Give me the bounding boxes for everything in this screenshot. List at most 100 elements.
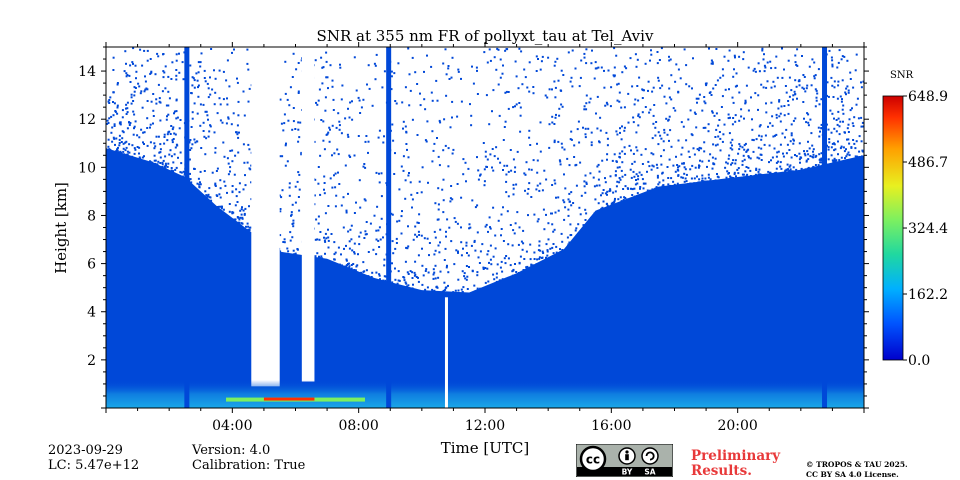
noise-pixel (722, 133, 725, 136)
noise-pixel (345, 259, 348, 262)
noise-pixel (541, 189, 544, 192)
noise-pixel (770, 86, 773, 89)
noise-pixel (831, 159, 834, 162)
noise-pixel (146, 144, 149, 147)
noise-pixel (202, 130, 205, 132)
noise-pixel (353, 154, 356, 157)
noise-pixel (597, 163, 600, 166)
noise-pixel (353, 242, 356, 245)
noise-pixel (366, 83, 368, 86)
noise-pixel (675, 155, 677, 158)
noise-pixel (753, 174, 756, 177)
noise-pixel (182, 170, 185, 173)
noise-pixel (818, 103, 821, 106)
noise-pixel (584, 133, 587, 136)
noise-pixel (447, 147, 450, 150)
noise-pixel (606, 144, 609, 147)
noise-pixel (164, 162, 167, 165)
noise-pixel (484, 155, 487, 158)
noise-pixel (585, 62, 588, 65)
noise-pixel (416, 192, 419, 194)
noise-pixel (525, 268, 528, 270)
noise-pixel (787, 168, 789, 171)
noise-pixel (701, 109, 704, 112)
x-tick-label: 16:00 (591, 418, 631, 434)
noise-pixel (110, 131, 113, 134)
noise-pixel (563, 173, 565, 176)
noise-pixel (442, 62, 445, 65)
noise-pixel (174, 146, 177, 149)
cc-by-sa-license-badge[interactable]: cc BY SA (576, 444, 673, 477)
noise-pixel (336, 148, 339, 151)
noise-pixel (176, 144, 179, 147)
noise-pixel (669, 129, 672, 132)
noise-pixel (757, 173, 760, 176)
copyright-line-1: © TROPOS & TAU 2025. (806, 460, 908, 469)
noise-pixel (860, 116, 863, 119)
noise-pixel (600, 208, 603, 211)
noise-pixel (246, 222, 249, 225)
noise-pixel (604, 192, 607, 195)
noise-pixel (829, 109, 832, 112)
noise-pixel (486, 61, 489, 64)
noise-pixel (725, 176, 728, 179)
noise-pixel (502, 64, 504, 67)
noise-pixel (447, 65, 450, 67)
noise-pixel (226, 157, 229, 160)
noise-pixel (153, 159, 156, 162)
noise-pixel (282, 129, 285, 132)
noise-pixel (657, 183, 660, 186)
noise-pixel (426, 54, 428, 57)
noise-pixel (813, 77, 816, 80)
noise-pixel (737, 152, 740, 155)
noise-pixel (660, 186, 663, 189)
noise-pixel (137, 82, 140, 85)
noise-pixel (198, 183, 201, 186)
noise-pixel (507, 243, 510, 246)
noise-pixel (474, 249, 477, 252)
noise-pixel (837, 110, 840, 113)
footer-lc-text: LC: 5.47e+12 (48, 458, 140, 473)
noise-pixel (163, 142, 166, 145)
colorbar-tick-label: 0.0 (908, 353, 930, 369)
noise-pixel (795, 85, 798, 88)
noise-pixel (159, 148, 162, 151)
noise-pixel (322, 66, 325, 69)
noise-pixel (751, 128, 754, 131)
noise-pixel (512, 187, 515, 190)
colorbar-tick-label: 324.4 (908, 221, 948, 237)
noise-pixel (847, 138, 850, 141)
badge-by-text: BY (622, 468, 633, 477)
noise-pixel (631, 188, 634, 191)
noise-pixel (120, 152, 123, 154)
noise-pixel (515, 183, 518, 186)
noise-pixel (468, 266, 470, 268)
noise-pixel (352, 263, 355, 265)
noise-pixel (248, 229, 251, 231)
noise-pixel (637, 114, 640, 117)
noise-pixel (450, 76, 453, 79)
noise-pixel (719, 149, 722, 152)
noise-pixel (437, 218, 440, 221)
noise-pixel (125, 62, 127, 65)
noise-pixel (635, 173, 638, 176)
noise-pixel (476, 271, 479, 274)
noise-pixel (570, 191, 573, 194)
noise-pixel (830, 146, 833, 149)
noise-pixel (684, 177, 687, 180)
noise-pixel (567, 208, 570, 211)
noise-pixel (345, 265, 347, 268)
noise-pixel (209, 125, 212, 128)
noise-pixel (558, 159, 561, 162)
noise-pixel (118, 134, 121, 137)
noise-pixel (561, 146, 564, 149)
noise-pixel (199, 183, 202, 186)
noise-pixel (222, 98, 225, 101)
noise-pixel (500, 234, 502, 237)
noise-pixel (623, 129, 626, 132)
noise-pixel (699, 159, 701, 162)
noise-pixel (567, 245, 570, 247)
colorbar-label: SNR (890, 70, 914, 81)
noise-pixel (219, 187, 222, 190)
